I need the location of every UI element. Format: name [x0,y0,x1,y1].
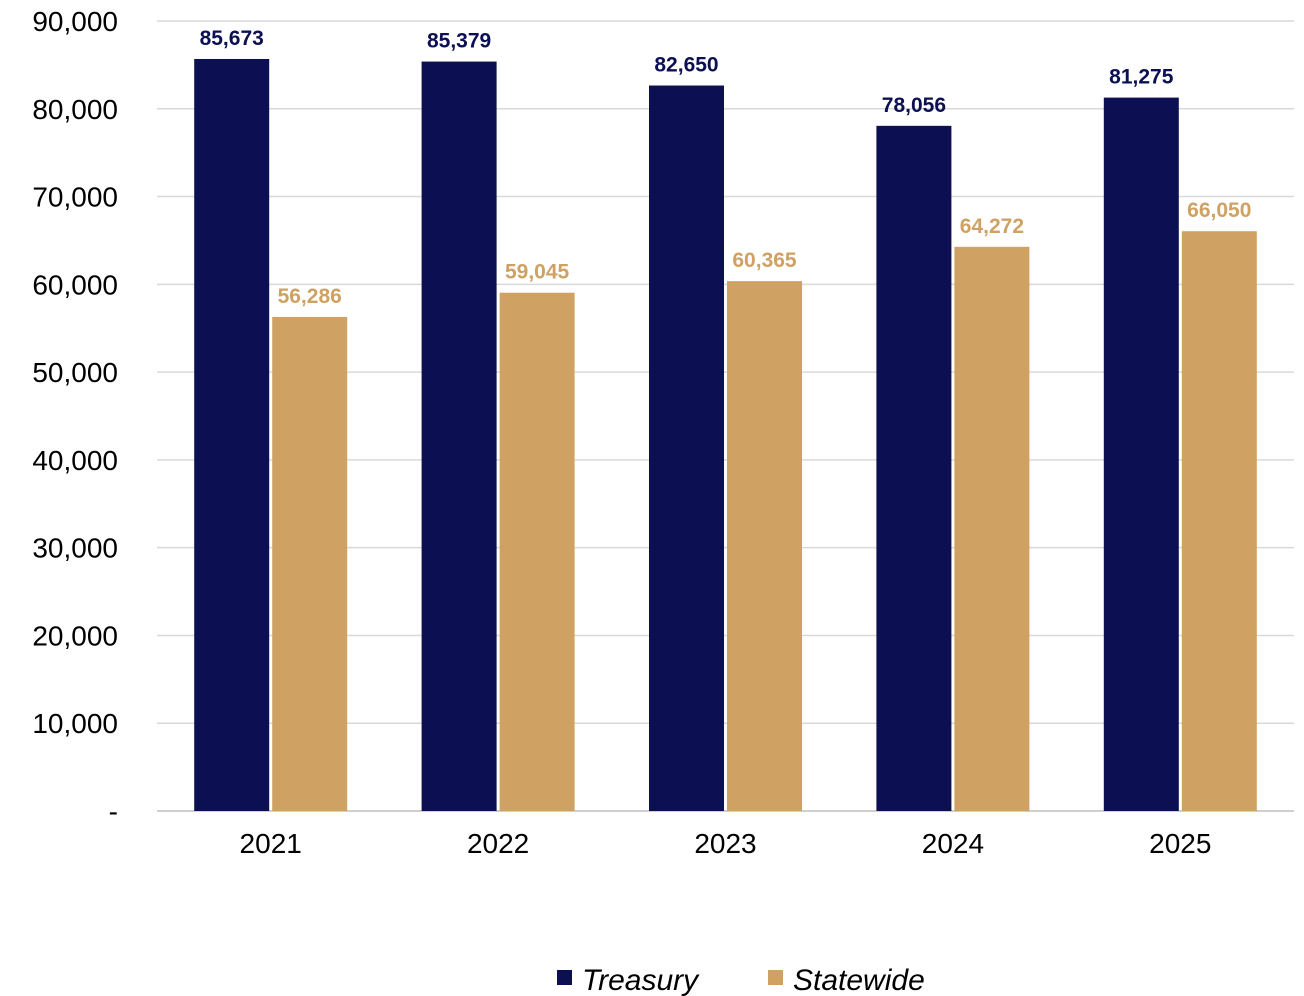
x-tick-label: 2025 [1149,828,1211,859]
x-axis-ticks: 2021 2022 2023 2024 2025 [240,828,1212,859]
data-labels: 85,673 56,286 85,379 59,045 82,650 60,365 78,0… [200,27,1252,308]
legend-swatch-treasury [557,970,572,985]
data-label-treasury-2024: 78,056 [882,94,946,117]
bar-statewide-2022 [499,292,575,811]
y-axis-ticks: - 10,000 20,000 30,000 40,000 50,000 60,000 70,… [32,6,118,827]
x-tick-label: 2024 [922,828,984,859]
bar-treasury-2022 [421,61,497,811]
data-label-statewide-2024: 64,272 [960,215,1024,238]
y-tick-label: 90,000 [32,6,118,37]
bar-statewide-2021 [272,316,348,811]
data-label-statewide-2023: 60,365 [732,249,797,272]
y-tick-label: 10,000 [32,708,118,739]
legend-label-statewide: Statewide [793,964,925,996]
bar-treasury-2021 [194,58,270,811]
y-tick-label: 40,000 [32,445,118,476]
data-label-statewide-2021: 56,286 [278,285,342,308]
x-tick-label: 2022 [467,828,529,859]
bar-statewide-2024 [954,246,1030,812]
bar-statewide-2025 [1181,231,1257,811]
bars [194,58,1257,812]
legend-swatch-statewide [768,970,783,985]
bar-treasury-2025 [1103,97,1179,811]
data-label-treasury-2022: 85,379 [427,30,491,53]
bar-treasury-2023 [649,85,724,812]
y-tick-label: 70,000 [32,182,118,213]
y-tick-label: 30,000 [32,533,118,564]
data-label-statewide-2025: 66,050 [1187,199,1251,222]
bar-treasury-2024 [876,125,952,811]
y-tick-label: 50,000 [32,357,118,388]
legend-label-treasury: Treasury [582,964,700,996]
x-tick-label: 2021 [240,828,302,859]
data-label-treasury-2025: 81,275 [1109,66,1174,89]
data-label-treasury-2021: 85,673 [200,27,264,50]
x-tick-label: 2023 [694,828,756,859]
y-tick-label: 20,000 [32,620,118,651]
data-label-statewide-2022: 59,045 [505,261,570,284]
legend: Treasury Statewide [557,964,925,996]
y-tick-label: 60,000 [32,269,118,300]
bar-statewide-2023 [727,281,802,811]
data-label-treasury-2023: 82,650 [654,54,718,77]
y-tick-label: 80,000 [32,94,118,125]
y-tick-label: - [109,796,118,827]
